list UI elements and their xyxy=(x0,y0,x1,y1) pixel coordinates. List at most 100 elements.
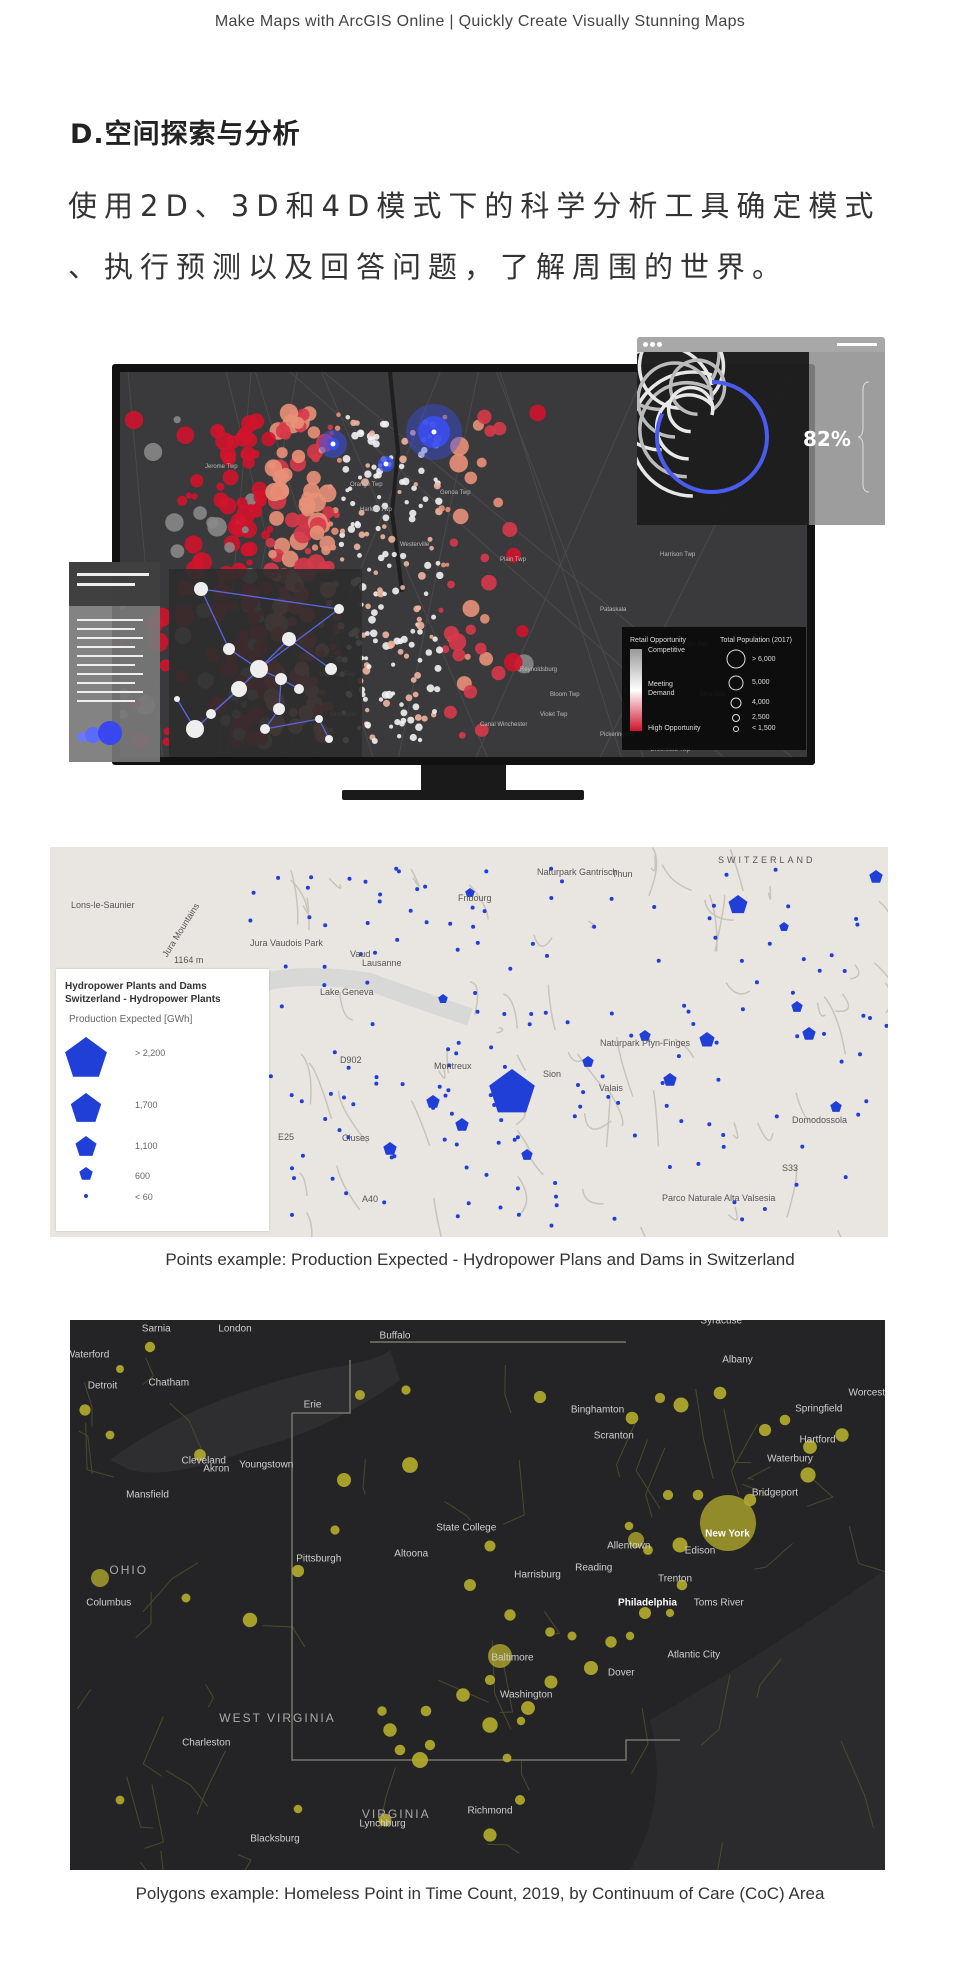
retail-point xyxy=(222,469,239,486)
window-title-bar xyxy=(637,337,885,352)
retail-point xyxy=(358,531,366,538)
retail-point xyxy=(268,549,277,559)
map-place-label: Richmond xyxy=(467,1805,513,1817)
hydropower-point xyxy=(489,1045,494,1050)
retail-point xyxy=(124,410,144,430)
hydropower-point xyxy=(667,1165,672,1169)
retail-point xyxy=(246,559,253,566)
map-place-label: 1164 m xyxy=(174,955,204,965)
map-place-label: Jura Vaudois Park xyxy=(250,938,323,948)
highlight-center xyxy=(383,461,389,467)
map-place-label: Harrison Twp xyxy=(660,552,696,558)
terrain-ridge xyxy=(835,993,850,1013)
coc-point xyxy=(483,1828,497,1842)
coc-point xyxy=(800,1467,816,1483)
hydropower-point xyxy=(549,1223,554,1228)
terrain-ridge xyxy=(652,1090,660,1147)
hydropower-point xyxy=(268,1074,273,1079)
coc-boundary xyxy=(746,1466,771,1480)
hydropower-point xyxy=(374,1075,379,1080)
hydropower-point xyxy=(786,904,791,909)
hydropower-point xyxy=(554,1194,558,1199)
network-node xyxy=(231,681,247,697)
coc-point xyxy=(692,1489,704,1501)
retail-point xyxy=(355,520,360,526)
retail-point xyxy=(261,530,270,540)
hydropower-point xyxy=(616,1100,621,1105)
retail-point xyxy=(433,477,438,482)
retail-point xyxy=(416,616,422,622)
retail-point xyxy=(345,415,351,420)
hydropower-point xyxy=(337,1128,342,1133)
retail-point xyxy=(400,717,407,724)
hydropower-point xyxy=(707,1122,712,1127)
retail-point xyxy=(327,424,333,430)
retail-point xyxy=(403,561,410,567)
terrain-ridge xyxy=(300,1053,312,1105)
network-node xyxy=(194,582,208,596)
retail-point xyxy=(438,607,444,613)
retail-point xyxy=(443,626,459,642)
retail-point xyxy=(215,432,234,451)
retail-point xyxy=(418,572,426,580)
paragraph-line-1: 使用2D、3D和4D模式下的科学分析工具确定模式 xyxy=(68,189,881,223)
hydropower-point xyxy=(600,1074,605,1079)
retail-point xyxy=(248,413,265,429)
hydropower-pentagon xyxy=(582,1056,594,1067)
map-place-label: Columbus xyxy=(86,1597,132,1608)
hydropower-point xyxy=(864,1099,869,1104)
terrain-ridge xyxy=(727,1206,738,1221)
retail-point xyxy=(400,585,405,590)
legend-title-1: Hydropower Plants and Dams xyxy=(65,981,207,992)
retail-point xyxy=(266,525,274,533)
map-place-label: State College xyxy=(436,1522,497,1533)
retail-point xyxy=(265,482,284,502)
retail-point xyxy=(479,652,493,666)
hydropower-point xyxy=(716,1077,721,1082)
retail-point xyxy=(371,738,378,744)
hydropower-point xyxy=(762,1207,767,1211)
hydropower-point xyxy=(676,1054,681,1059)
hydropower-point xyxy=(447,1063,452,1068)
hydropower-point xyxy=(471,924,476,929)
map-place-label: Fribourg xyxy=(458,893,492,903)
hydropower-point xyxy=(299,1099,304,1104)
terrain-ridge xyxy=(410,1100,431,1147)
hydropower-point xyxy=(740,1007,745,1012)
map-place-label: Albany xyxy=(722,1354,753,1366)
retail-point xyxy=(400,552,407,560)
retail-point xyxy=(480,614,490,624)
coc-point xyxy=(504,1609,516,1621)
hydropower-point xyxy=(378,892,383,897)
coc-point xyxy=(673,1397,689,1413)
coc-point xyxy=(115,1795,125,1805)
hydropower-point xyxy=(498,1205,503,1210)
coc-boundary xyxy=(142,1357,155,1385)
window-dot-icon xyxy=(650,342,655,347)
coc-boundary xyxy=(645,1447,666,1518)
retail-point xyxy=(399,702,404,707)
hydropower-map[interactable]: Lons-le-Saunier Jura Mountains Jura Vaudoi… xyxy=(50,847,888,1237)
retail-point xyxy=(481,574,497,591)
map-place-label: Waterbury xyxy=(767,1453,813,1465)
map-place-label: Sion xyxy=(543,1069,562,1079)
retail-point xyxy=(502,522,518,537)
coc-boundary xyxy=(160,1850,164,1870)
hydropower-point xyxy=(484,1172,489,1177)
hydropower-point xyxy=(423,884,428,889)
retail-point xyxy=(392,587,400,595)
retail-point xyxy=(464,653,471,660)
hydropower-point xyxy=(276,875,281,880)
coc-point xyxy=(713,1386,727,1400)
retail-point xyxy=(506,547,521,563)
hydropower-point xyxy=(251,890,256,895)
retail-point xyxy=(279,421,287,429)
coc-boundary xyxy=(169,1402,204,1453)
hydropower-point xyxy=(395,937,400,942)
hydropower-point xyxy=(389,1155,394,1160)
network-node xyxy=(250,660,268,678)
hydropower-point xyxy=(629,1033,634,1038)
hydropower-point xyxy=(516,1212,521,1217)
network-analysis-panel xyxy=(69,562,362,762)
homeless-count-map[interactable]: Sarnia London Buffalo Syracuse Albany Worcest… xyxy=(70,1320,885,1870)
